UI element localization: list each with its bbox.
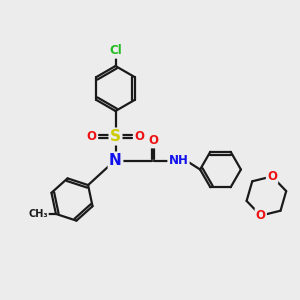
Text: O: O — [134, 130, 145, 143]
Text: O: O — [86, 130, 97, 143]
Text: Cl: Cl — [109, 44, 122, 58]
Text: CH₃: CH₃ — [28, 209, 48, 219]
Text: N: N — [109, 153, 122, 168]
Text: O: O — [148, 134, 158, 147]
Text: O: O — [267, 170, 277, 183]
Text: NH: NH — [169, 154, 188, 167]
Text: O: O — [256, 209, 266, 222]
Text: S: S — [110, 129, 121, 144]
